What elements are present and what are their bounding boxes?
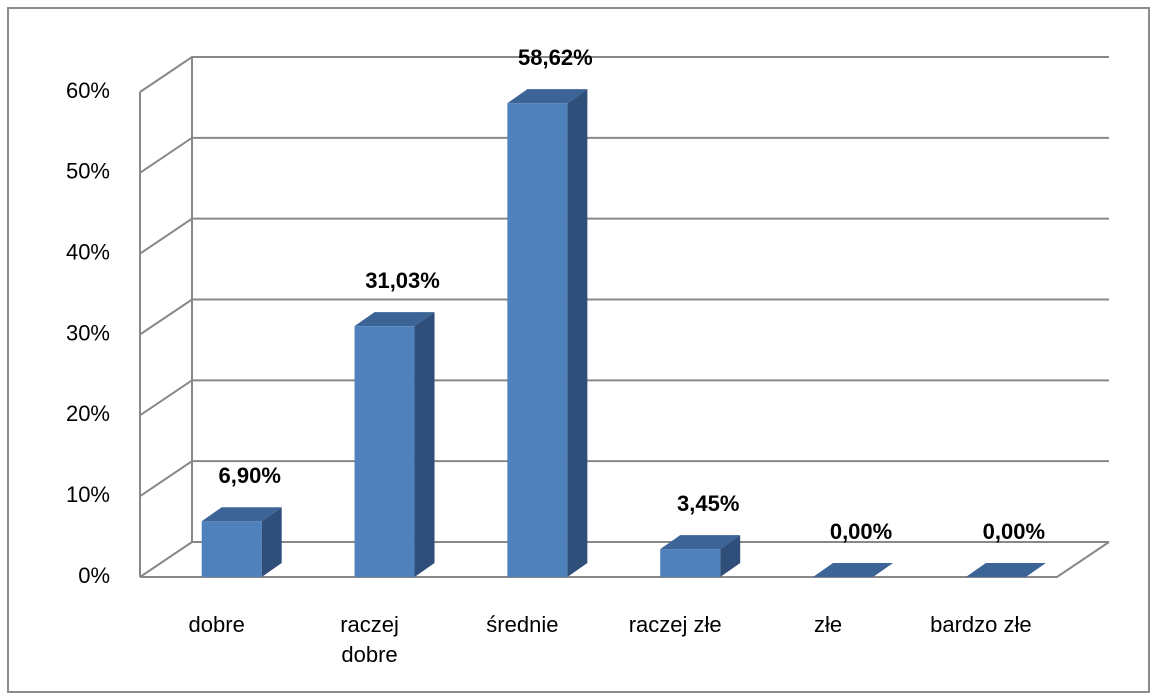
bar <box>354 312 435 577</box>
x-tick-label: złe <box>813 612 843 637</box>
grid-line <box>139 460 1109 497</box>
value-label: 3,45% <box>677 491 739 516</box>
bar-top <box>965 563 1046 577</box>
frame <box>7 7 1150 693</box>
grid-line <box>139 541 1109 578</box>
y-tick-label: 0% <box>78 563 110 588</box>
value-label: 0,00% <box>983 519 1045 544</box>
grid-line <box>139 379 1109 417</box>
bar-side <box>720 535 741 577</box>
grid-line <box>139 298 1109 336</box>
bar-top <box>813 563 894 577</box>
bar-top <box>660 535 741 550</box>
y-tick-label: 20% <box>66 401 110 426</box>
x-tick-label: bardzo złe <box>930 612 1032 637</box>
bar <box>965 563 1046 577</box>
grid-line <box>139 56 1109 93</box>
y-tick-label: 10% <box>66 482 110 507</box>
bar-side <box>414 312 435 577</box>
floor <box>140 541 1110 578</box>
grid-line <box>139 217 1109 255</box>
bar-front <box>354 326 415 577</box>
bar <box>507 89 588 577</box>
bar-front <box>201 521 262 577</box>
x-tick-label: raczej dobre <box>340 612 399 667</box>
bar-top <box>201 507 282 522</box>
bar <box>201 507 282 577</box>
value-label: 6,90% <box>219 463 281 488</box>
x-tick-label: raczej złe <box>628 612 722 637</box>
value-label: 0,00% <box>830 519 892 544</box>
value-label: 58,62% <box>518 45 593 70</box>
y-tick-label: 40% <box>66 239 110 264</box>
bar-front <box>660 549 721 577</box>
y-tick-label: 30% <box>66 320 110 345</box>
y-tick-label: 60% <box>66 78 110 103</box>
bar <box>660 535 741 577</box>
bar-top <box>354 312 435 327</box>
bar-side <box>261 507 282 577</box>
bar <box>813 563 894 577</box>
bar-side <box>567 89 588 577</box>
value-label: 31,03% <box>365 268 440 293</box>
bar-top <box>507 89 588 104</box>
grid-line <box>139 136 1109 174</box>
x-tick-label: średnie <box>486 612 559 637</box>
x-tick-label: dobre <box>188 612 245 637</box>
y-tick-label: 50% <box>66 159 110 184</box>
bar-front <box>507 103 568 577</box>
